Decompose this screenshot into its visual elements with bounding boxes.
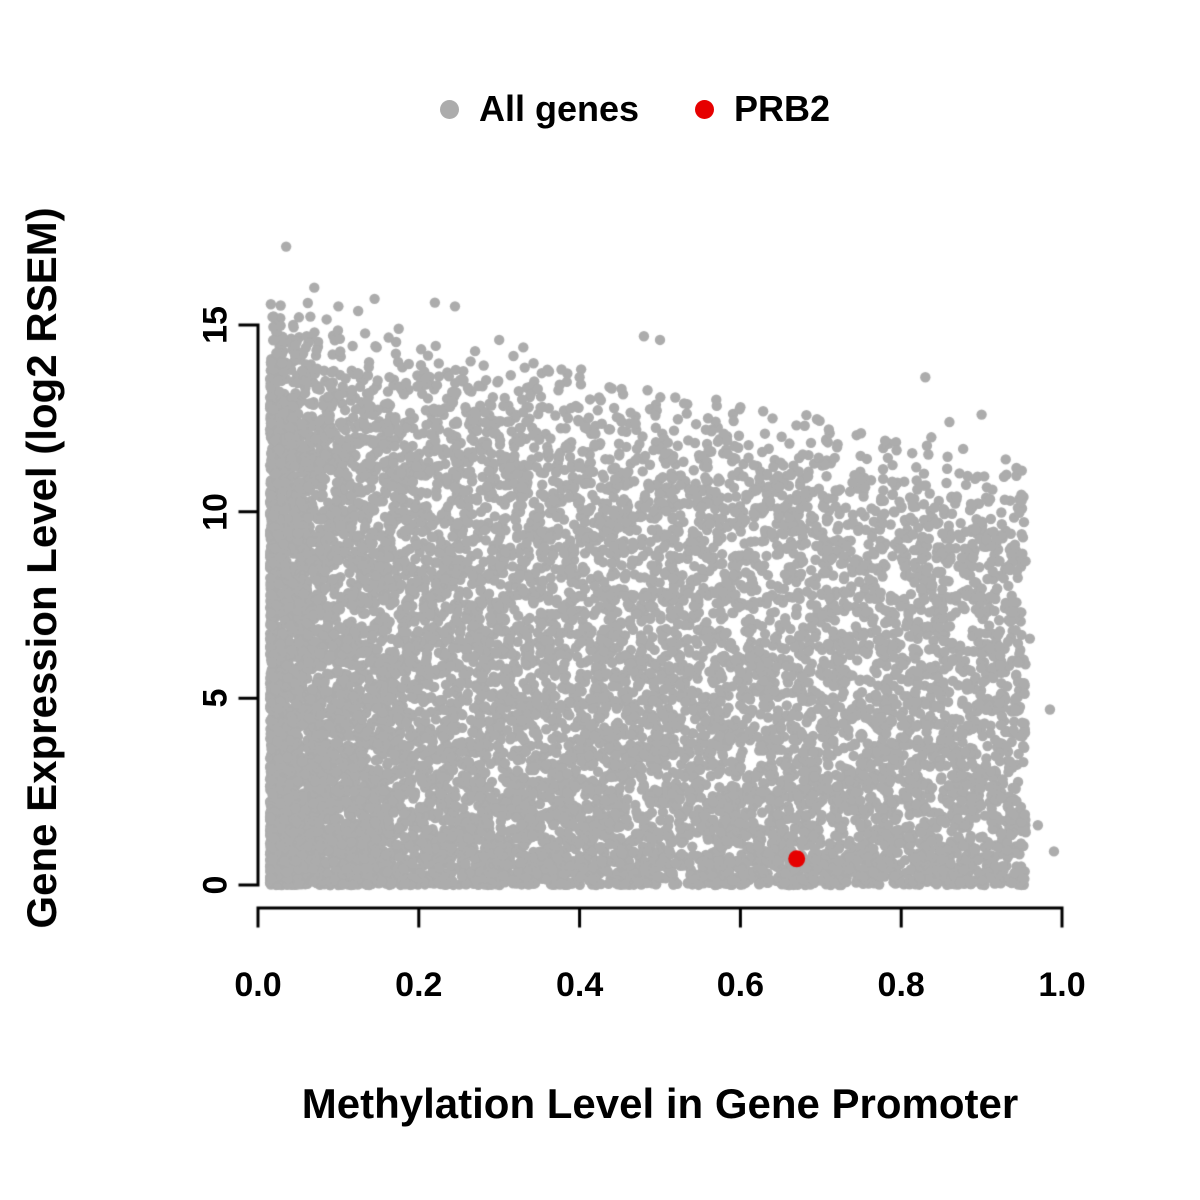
y-axis-title: Gene Expression Level (log2 RSEM) [18,207,65,929]
legend-label-all-genes: All genes [478,88,640,129]
legend: All genes PRB2 [35,88,1200,130]
legend-label-prb2: PRB2 [734,88,831,129]
legend-item-prb2: PRB2 [695,88,830,130]
all-genes-marker-icon [439,99,459,119]
prb2-marker-icon [695,99,715,119]
legend-item-all-genes: All genes [439,88,640,130]
x-axis-title: Methylation Level in Gene Promoter [301,1080,1019,1127]
